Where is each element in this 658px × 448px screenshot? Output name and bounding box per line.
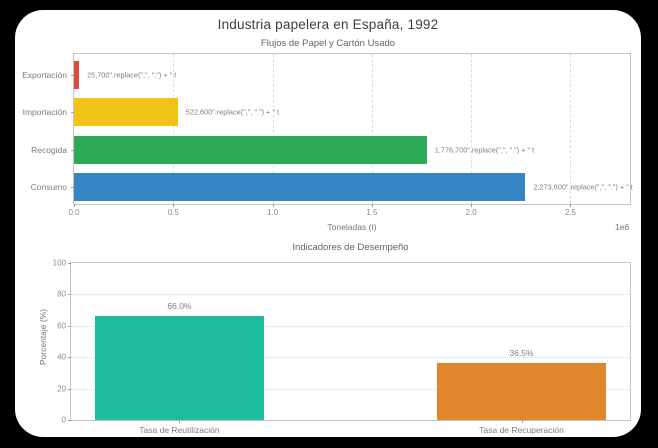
bar-value-label: 2,273,600".replace(",", ".") + " t <box>533 182 633 192</box>
x-axis-tick-mark <box>179 420 181 423</box>
bar-0 <box>74 60 80 89</box>
gridline-vertical <box>272 54 274 204</box>
gridline-vertical <box>570 54 572 204</box>
y-axis-tick-mark <box>68 325 71 327</box>
x-axis-tick-label: 0.5 <box>167 208 179 217</box>
category-label: Tasa de Recuperación <box>479 425 564 435</box>
bottom-chart-plot-area: 0 20 40 60 80 100 Tasa de Reutilización 66.0% Ta… <box>53 259 631 435</box>
bar-1 <box>74 98 178 127</box>
x-axis-tick-mark <box>471 204 473 207</box>
x-axis-tick-mark <box>173 204 175 207</box>
top-chart-xlabel: Toneladas (t) <box>327 222 377 232</box>
top-chart-title: Flujos de Papel y Cartón Usado <box>260 38 396 49</box>
bottom-chart-title: Indicadores de Desempeño <box>292 242 409 253</box>
y-axis-tick-mark <box>68 263 71 264</box>
gridline-horizontal <box>71 325 630 327</box>
x-axis-tick-mark <box>74 204 75 207</box>
bar-value-label: 66.0% <box>167 301 192 312</box>
y-axis-tick-mark <box>68 388 71 390</box>
y-axis-tick-label: 40 <box>57 352 66 362</box>
gridline-horizontal <box>71 388 630 390</box>
figure-title: Industria papelera en España, 1992 <box>217 17 439 32</box>
top-chart-offset-text: 1e6 <box>615 222 630 232</box>
bar-value-label: 1,776,700".replace(",", ".") + " t <box>434 145 535 155</box>
category-label: Consumo <box>30 182 67 193</box>
bar-2 <box>74 135 427 164</box>
y-axis-tick-mark <box>71 112 74 114</box>
x-axis-tick-label: 2.5 <box>564 208 576 217</box>
x-axis-tick-label: 1.0 <box>267 208 279 217</box>
bottom-chart-ylabel: Porcentaje (%) <box>38 308 48 366</box>
x-axis-tick-label: 1.5 <box>366 208 378 217</box>
bar-3 <box>74 173 526 202</box>
bar-value-label: 36.5% <box>509 347 534 358</box>
y-axis-tick-mark <box>71 187 74 189</box>
gridline-horizontal <box>71 357 630 359</box>
y-axis-tick-label: 60 <box>57 321 66 331</box>
gridline-vertical <box>471 54 473 204</box>
category-label: Recogida <box>31 144 67 155</box>
y-axis-tick-label: 0 <box>61 415 66 425</box>
y-axis-tick-mark <box>68 357 71 359</box>
y-axis-tick-label: 80 <box>57 289 66 299</box>
gridline-horizontal <box>71 294 630 296</box>
category-label: Importación <box>22 107 67 118</box>
x-axis-tick-label: 2.0 <box>465 208 477 217</box>
x-axis-tick-mark <box>272 204 274 207</box>
x-axis-tick-label: 0.0 <box>68 208 80 217</box>
y-axis-tick-mark <box>68 420 71 421</box>
bar-1 <box>436 362 607 420</box>
y-axis-tick-label: 100 <box>52 258 66 268</box>
y-axis-tick-label: 20 <box>57 384 66 394</box>
y-axis-tick-mark <box>71 149 74 151</box>
top-chart-plot-area: 0.0 0.5 1.0 1.5 2.0 2.5 Exportación 25,700".rep… <box>22 53 633 217</box>
figure-card: Industria papelera en España, 1992 Flujo… <box>15 10 641 437</box>
x-axis-tick-mark <box>570 204 572 207</box>
x-axis-tick-mark <box>371 204 373 207</box>
x-axis-tick-mark <box>521 420 523 423</box>
gridline-vertical <box>371 54 373 204</box>
bar-value-label: 522,600".replace(",", ".") + " t <box>185 107 279 117</box>
bar-0 <box>94 316 265 420</box>
bar-value-label: 25,700".replace(",", ".") + " t <box>87 70 177 80</box>
gridline-vertical <box>173 54 175 204</box>
category-label: Exportación <box>22 69 67 80</box>
y-axis-tick-mark <box>71 74 74 76</box>
category-label: Tasa de Reutilización <box>139 425 220 435</box>
y-axis-tick-mark <box>68 294 71 296</box>
